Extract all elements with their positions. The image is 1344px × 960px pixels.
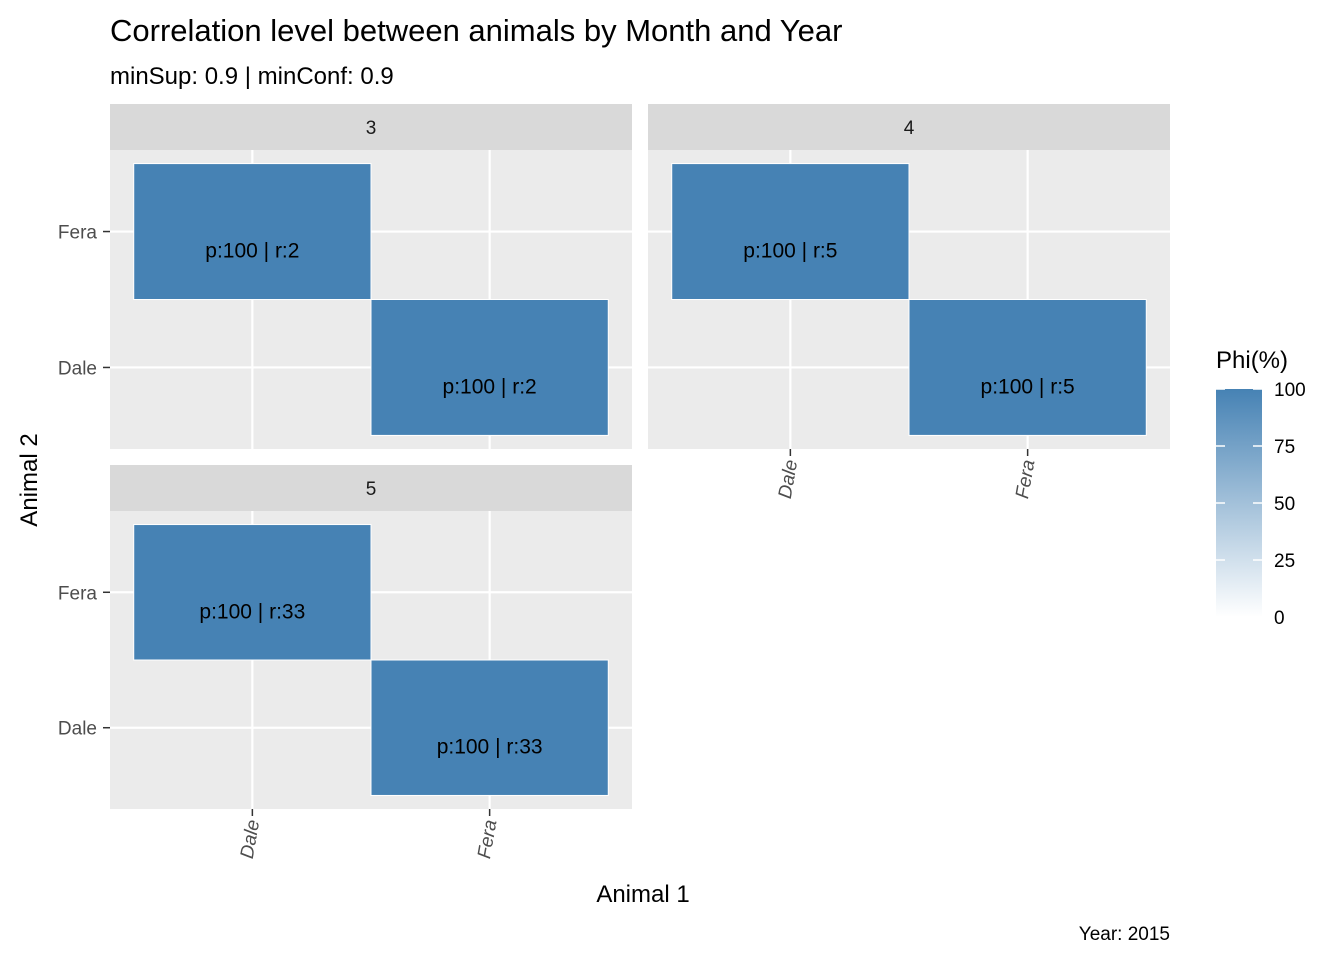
tile-label: p:100 | r:33 xyxy=(437,736,543,759)
caption: Year: 2015 xyxy=(1079,924,1170,945)
y-tick-label: Fera xyxy=(58,583,98,604)
heatmap-tile xyxy=(133,524,372,661)
chart-title: Correlation level between animals by Mon… xyxy=(110,13,842,48)
x-tick-label: Fera xyxy=(474,818,501,860)
legend-tick-label: 100 xyxy=(1274,380,1306,401)
y-tick-label: Fera xyxy=(58,223,98,244)
tile-label: p:100 | r:2 xyxy=(205,240,299,263)
tile-label: p:100 | r:5 xyxy=(743,240,837,263)
facet-panel: 4 p:100 | r:5 p:100 | r:5 Dale Fera xyxy=(648,104,1170,500)
legend-tick-label: 25 xyxy=(1274,551,1295,572)
y-tick-label: Dale xyxy=(58,719,97,740)
tile-label: p:100 | r:33 xyxy=(199,600,305,623)
facet-strip-label: 4 xyxy=(904,118,915,139)
facet-strip xyxy=(648,104,1170,150)
x-tick-label: Dale xyxy=(775,458,802,500)
x-tick-label: Fera xyxy=(1012,458,1039,500)
legend-ticks: 100 75 50 25 0 xyxy=(1216,380,1306,629)
facet-strip xyxy=(110,465,632,511)
facet-panel: 5 p:100 | r:33 p:100 | r:33 Dale Fera Dale Fer… xyxy=(58,465,632,860)
chart-subtitle: minSup: 0.9 | minConf: 0.9 xyxy=(110,63,394,90)
heatmap-tile xyxy=(370,659,609,796)
x-axis-title: Animal 1 xyxy=(596,881,689,908)
legend-title: Phi(%) xyxy=(1216,347,1288,374)
heatmap-tile xyxy=(908,299,1147,436)
legend-tick-label: 0 xyxy=(1274,608,1285,629)
facet-panels: 3 p:100 | r:2 p:100 | r:2 Dale Fera 4 p:100 | … xyxy=(58,104,1170,860)
facet-strip-label: 5 xyxy=(366,479,377,500)
facet-strip-label: 3 xyxy=(366,118,377,139)
y-tick-label: Dale xyxy=(58,358,97,379)
legend-tick-label: 75 xyxy=(1274,437,1295,458)
legend: Phi(%) 100 75 50 25 0 xyxy=(1216,347,1306,629)
x-tick-label: Dale xyxy=(237,818,264,860)
facet-strip xyxy=(110,104,632,150)
tile-label: p:100 | r:2 xyxy=(443,375,537,398)
facet-panel: 3 p:100 | r:2 p:100 | r:2 Dale Fera xyxy=(58,104,632,449)
legend-tick-label: 50 xyxy=(1274,494,1295,515)
heatmap-tile xyxy=(370,299,609,436)
y-axis-title: Animal 2 xyxy=(16,433,43,526)
tile-label: p:100 | r:5 xyxy=(981,375,1075,398)
heatmap-tile xyxy=(671,163,910,300)
heatmap-tile xyxy=(133,163,372,300)
